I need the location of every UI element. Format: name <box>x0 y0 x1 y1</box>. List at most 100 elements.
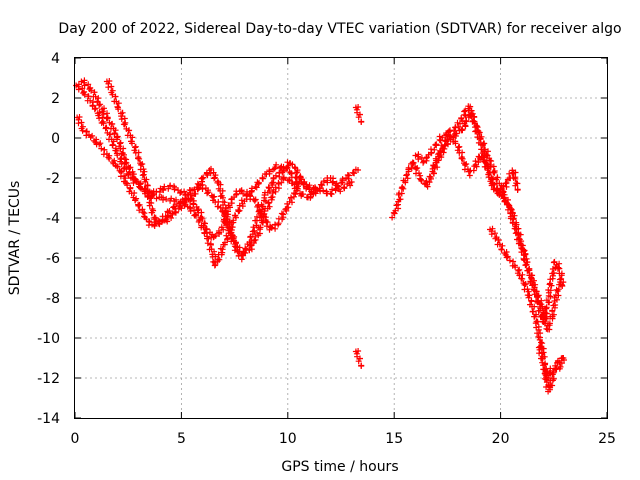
data-point-markers <box>511 262 526 279</box>
data-point-markers <box>543 275 556 311</box>
data-point-markers <box>104 115 121 140</box>
data-point-markers <box>286 160 299 172</box>
data-point-markers <box>91 106 110 131</box>
y-tick-label: -4 <box>46 211 60 227</box>
data-point-markers <box>487 225 500 241</box>
data-point-markers <box>74 114 86 132</box>
x-axis-label: GPS time / hours <box>281 459 398 475</box>
data-point-markers <box>337 179 354 195</box>
data-point-markers <box>355 358 365 369</box>
data-point-markers <box>280 159 292 175</box>
data-point-markers <box>535 344 546 362</box>
data-point-markers <box>527 275 540 295</box>
data-point-markers <box>339 172 352 186</box>
y-tick-label: 0 <box>51 131 60 147</box>
data-point-markers <box>482 146 495 168</box>
data-point-markers <box>114 163 129 185</box>
data-point-markers <box>246 217 260 246</box>
data-point-markers <box>141 176 156 212</box>
data-point-markers <box>454 111 468 130</box>
data-point-markers <box>132 195 146 216</box>
data-point-markers <box>280 174 293 184</box>
data-point-markers <box>185 196 202 213</box>
data-point-markers <box>103 78 116 96</box>
y-tick-label: 2 <box>51 91 60 107</box>
data-point-markers <box>79 127 96 139</box>
data-point-markers <box>96 141 113 159</box>
data-point-markers <box>148 207 159 223</box>
data-point-markers <box>263 164 279 178</box>
data-point-markers <box>198 167 213 182</box>
data-point-marker <box>557 279 564 285</box>
data-point-markers <box>420 149 435 166</box>
y-axis-label: SDTVAR / TECUs <box>7 181 23 296</box>
data-point-markers <box>355 114 365 125</box>
x-tick-labels: 0 5 10 15 20 25 <box>71 431 616 447</box>
data-point-markers <box>423 173 434 190</box>
data-point-markers <box>354 109 363 118</box>
data-point-markers <box>458 120 469 134</box>
data-point-markers <box>141 210 153 229</box>
data-point-marker <box>348 179 355 185</box>
data-point-markers <box>207 165 222 186</box>
data-point-markers <box>327 175 342 193</box>
data-point-markers <box>552 365 563 373</box>
data-point-markers <box>490 186 501 197</box>
data-point-markers <box>498 246 510 261</box>
data-point-markers <box>109 91 122 111</box>
data-point-markers <box>428 136 444 153</box>
data-point-markers <box>485 165 498 192</box>
y-tick-label: -10 <box>37 331 60 347</box>
y-tick-label: -12 <box>37 371 60 387</box>
x-tick-label: 0 <box>71 431 80 447</box>
y-tick-label: -6 <box>46 251 60 267</box>
data-point-marker <box>358 363 365 369</box>
data-point-markers <box>352 348 362 357</box>
data-point-markers <box>500 195 515 213</box>
data-point-markers <box>228 188 240 207</box>
data-point-markers <box>211 245 226 269</box>
data-point-markers <box>231 197 248 221</box>
data-point-marker <box>310 191 317 197</box>
series-track-8 <box>412 103 564 333</box>
data-point-markers <box>194 207 210 233</box>
data-point-markers <box>78 77 94 93</box>
series-track-11 <box>535 344 567 381</box>
data-point-markers <box>303 181 315 196</box>
data-point-markers <box>158 194 174 204</box>
data-point-markers <box>210 228 223 241</box>
data-point-markers <box>122 159 137 181</box>
x-tick-label: 25 <box>598 431 616 447</box>
x-tick-label: 10 <box>279 431 297 447</box>
data-point-markers <box>354 353 363 362</box>
data-point-markers <box>547 296 560 320</box>
data-point-markers <box>396 179 409 197</box>
data-layer <box>73 77 567 395</box>
data-point-marker <box>358 119 365 125</box>
data-point-markers <box>465 103 476 119</box>
data-point-markers <box>105 154 119 169</box>
data-point-markers <box>556 357 567 370</box>
series-track-7 <box>389 107 567 325</box>
data-point-markers <box>432 145 446 162</box>
data-point-markers <box>128 138 142 161</box>
data-point-markers <box>429 157 441 175</box>
data-point-markers <box>81 91 99 112</box>
ticks <box>74 57 608 419</box>
data-point-markers <box>531 311 542 337</box>
y-tick-labels: -14 -12 -10 -8 -6 -4 -2 0 2 4 <box>37 51 60 427</box>
grid <box>75 58 607 418</box>
data-point-markers <box>284 193 297 211</box>
data-point-markers <box>507 205 520 233</box>
data-point-markers <box>487 163 501 183</box>
data-point-markers <box>513 225 528 255</box>
data-point-markers <box>543 369 554 381</box>
data-point-markers <box>122 179 138 201</box>
data-point-markers <box>520 250 535 279</box>
data-point-markers <box>317 175 331 189</box>
x-tick-label: 15 <box>385 431 403 447</box>
data-point-markers <box>270 169 286 181</box>
data-point-markers <box>416 175 429 188</box>
data-point-marker <box>355 167 362 173</box>
